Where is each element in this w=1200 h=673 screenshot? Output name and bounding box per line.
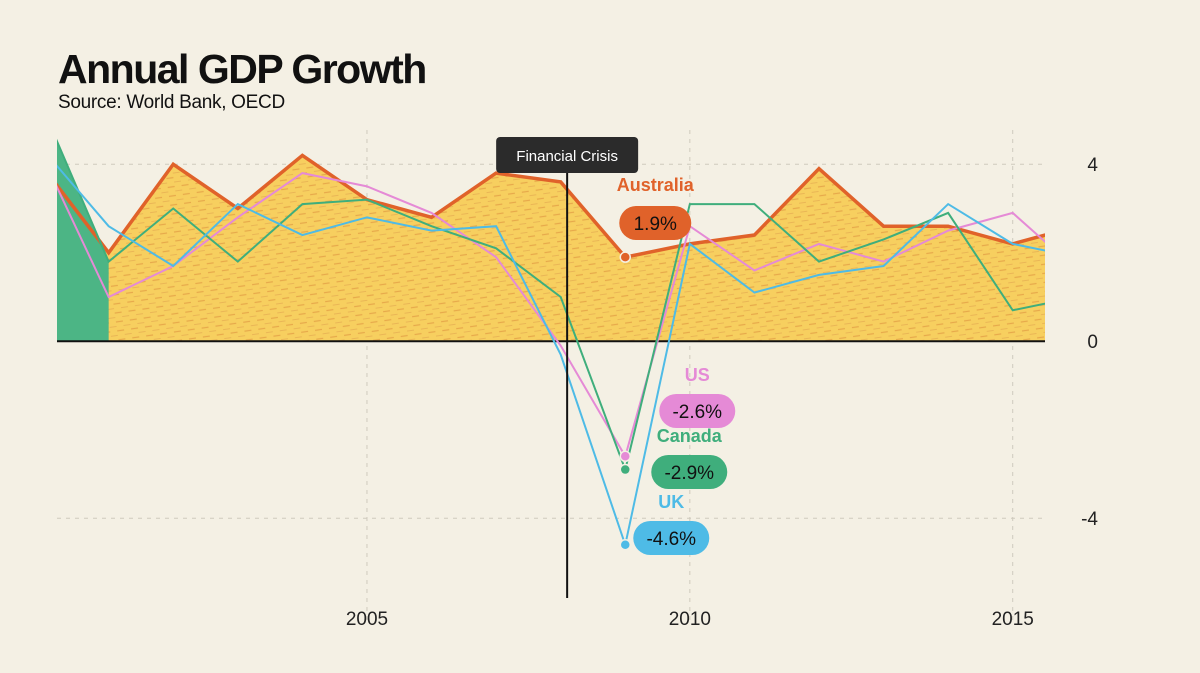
canada-callout-pill [651, 455, 728, 489]
australia-point [619, 251, 632, 263]
uk-callout-pill [633, 521, 710, 555]
canada-point [619, 463, 632, 476]
australia-callout-pill [619, 206, 692, 240]
y-tick-label: -4 [1081, 509, 1098, 530]
uk-callout-name: UK [658, 492, 684, 512]
financial-crisis-label: Financial Crisis [516, 148, 618, 165]
us-point [619, 450, 632, 463]
uk-callout-value: -4.6% [646, 529, 696, 550]
canada-callout-name: Canada [657, 426, 723, 446]
uk-point [619, 539, 632, 551]
australia-callout-value: 1.9% [634, 214, 677, 235]
series-line-australia [57, 153, 1045, 260]
series-line-uk [57, 164, 1045, 549]
chart-subtitle: Source: World Bank, OECD [58, 92, 285, 113]
financial-crisis-label-bg [496, 137, 639, 173]
australia-area [57, 155, 1045, 342]
x-tick-label: 2015 [992, 609, 1034, 630]
y-tick-label: 4 [1087, 155, 1098, 176]
y-tick-label: 0 [1087, 332, 1098, 353]
us-callout-name: US [685, 365, 710, 385]
us-callout-pill [659, 394, 736, 428]
us-callout-value: -2.6% [672, 402, 722, 423]
series-line-canada [57, 138, 1045, 473]
x-tick-label: 2010 [669, 609, 711, 630]
chart-title: Annual GDP Growth [58, 46, 427, 92]
canada-callout-value: -2.9% [664, 463, 714, 484]
x-tick-label: 2005 [346, 609, 388, 630]
series-line-us [57, 172, 1045, 459]
australia-callout-name: Australia [617, 175, 695, 195]
